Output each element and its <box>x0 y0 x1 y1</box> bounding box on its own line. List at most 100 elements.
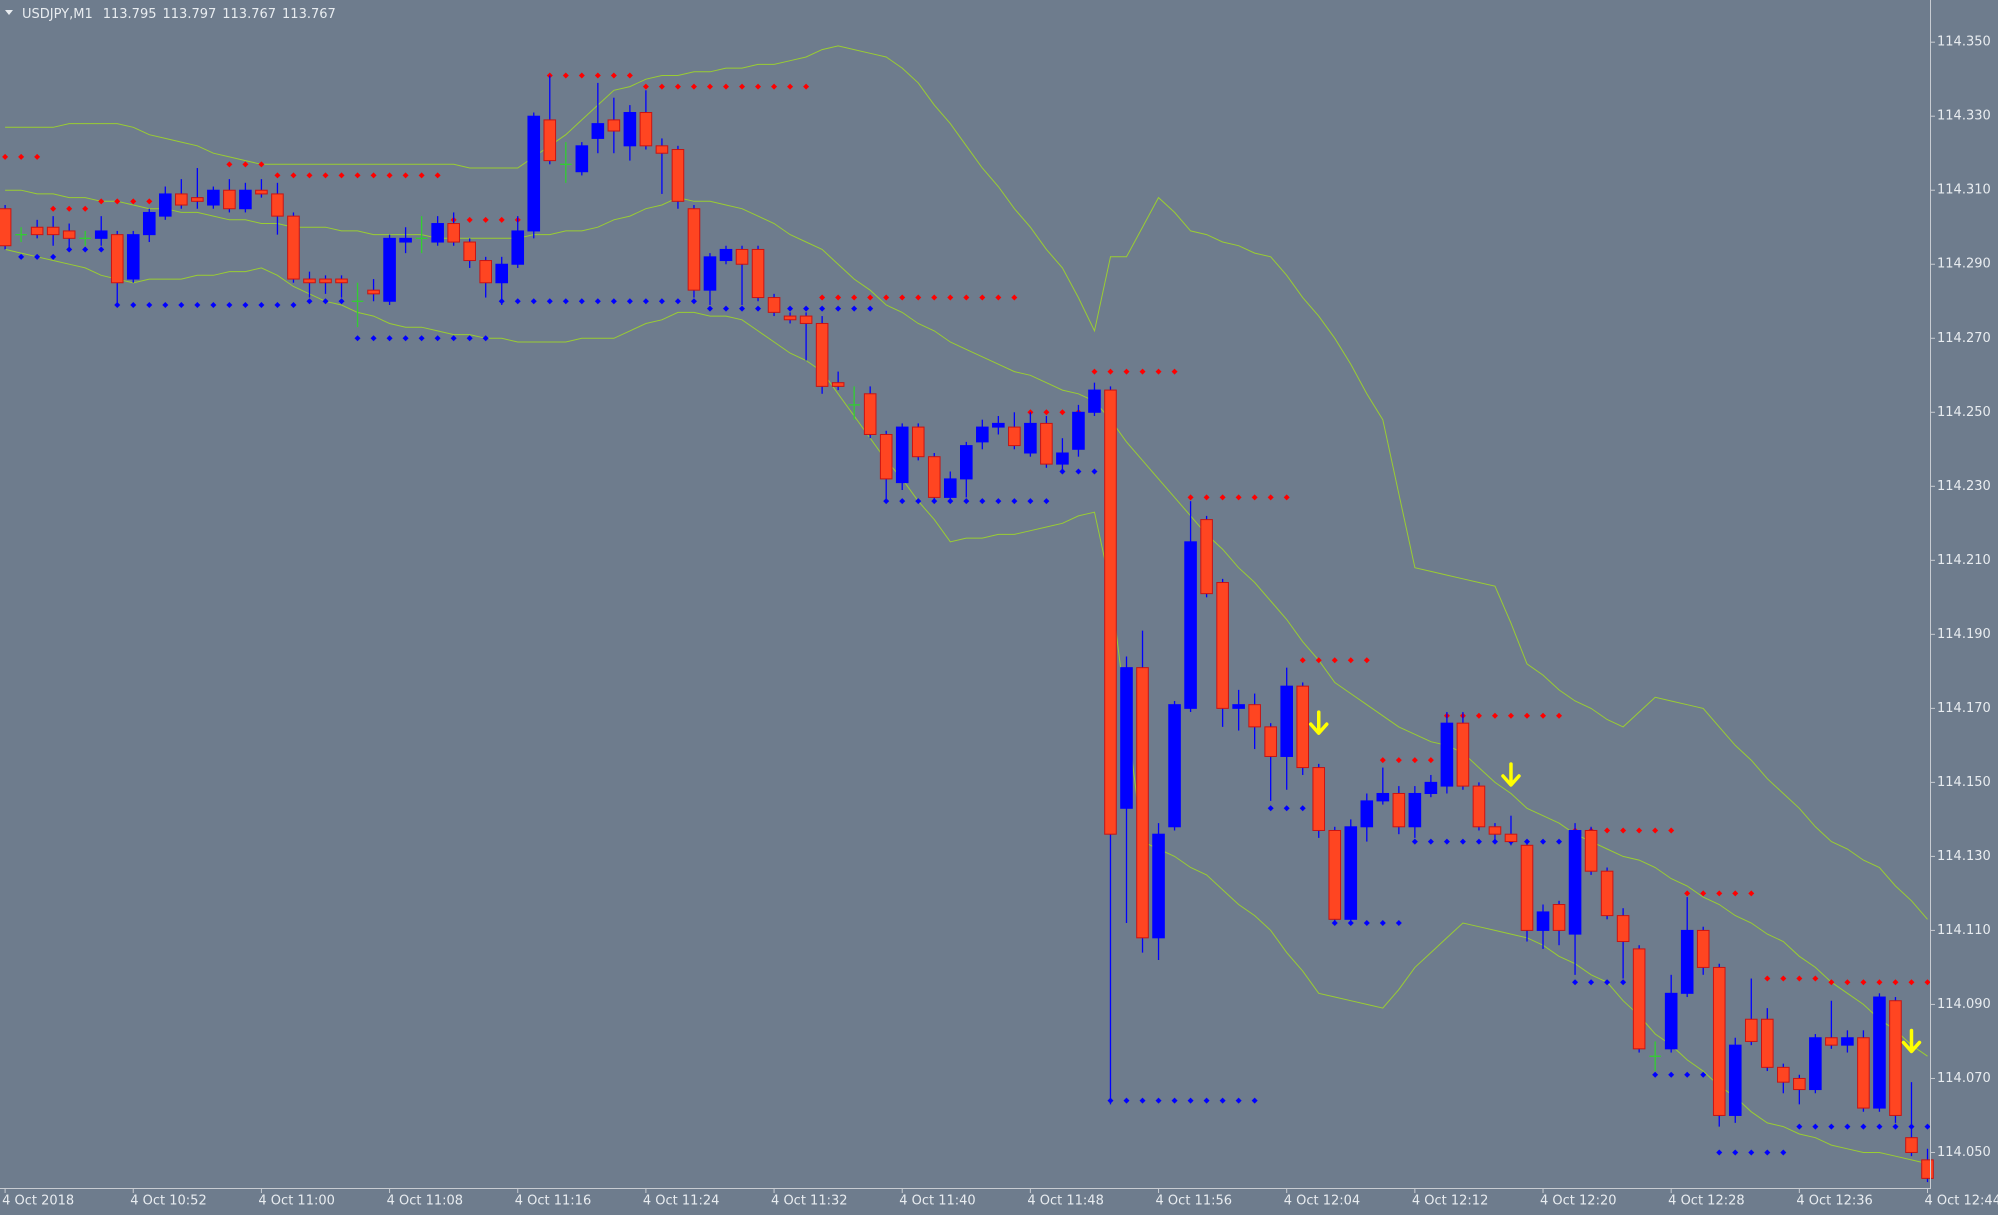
candle-body-up <box>399 237 412 243</box>
support-dot <box>963 498 970 505</box>
candle-body-up <box>94 230 108 239</box>
resistance-dot <box>915 294 922 301</box>
candle-body-up <box>1072 411 1085 450</box>
resistance-dot <box>1363 657 1370 664</box>
candle-body-up <box>976 426 989 443</box>
resistance-dot <box>290 172 297 179</box>
support-dot <box>995 498 1002 505</box>
resistance-dot <box>1828 979 1835 986</box>
candle-body-down <box>447 223 460 243</box>
resistance-dot <box>66 205 73 212</box>
y-tick-label: 114.270 <box>1937 331 1991 346</box>
candle-body-down <box>479 260 492 284</box>
candle-body-down <box>223 189 236 210</box>
resistance-dot <box>610 72 617 79</box>
candle-body-up <box>1873 996 1886 1109</box>
support-dot <box>434 335 441 342</box>
y-tick-label: 114.070 <box>1937 1071 1991 1086</box>
support-dot <box>1043 498 1050 505</box>
resistance-dot <box>1267 494 1274 501</box>
resistance-dot <box>1636 827 1643 834</box>
x-tick-label: 4 Oct 2018 <box>2 1194 74 1209</box>
resistance-dot <box>1507 712 1514 719</box>
resistance-dot <box>1155 368 1162 375</box>
resistance-dot <box>1219 494 1226 501</box>
resistance-dot <box>1203 494 1210 501</box>
x-tick-label: 4 Oct 12:20 <box>1540 1194 1616 1209</box>
resistance-dot <box>498 216 505 223</box>
candle-body-down <box>1921 1159 1934 1179</box>
candle-body-down <box>1312 767 1326 831</box>
candle-body-down <box>1857 1037 1870 1109</box>
resistance-dot <box>1844 979 1851 986</box>
candle-body-down <box>1328 829 1342 920</box>
candle-body-down <box>783 315 797 321</box>
resistance-dot <box>1107 368 1114 375</box>
support-dot <box>210 301 217 308</box>
support-dot <box>18 253 25 260</box>
support-dot <box>1860 1123 1867 1130</box>
support-dot <box>1700 1071 1707 1078</box>
candle-body-up <box>1664 992 1678 1050</box>
resistance-dot <box>1700 890 1707 897</box>
candle-body-down <box>110 234 124 284</box>
plot-area <box>0 45 1934 1183</box>
candle-body-up <box>1056 452 1069 465</box>
candle-body-down <box>1584 829 1598 872</box>
resistance-dot <box>1540 712 1547 719</box>
candle-body-down <box>1200 519 1213 595</box>
support-dot <box>466 335 473 342</box>
resistance-dot <box>899 294 906 301</box>
resistance-dot <box>370 172 377 179</box>
resistance-dot <box>1139 368 1146 375</box>
support-dot <box>1299 805 1306 812</box>
resistance-dot <box>803 83 810 90</box>
candle-body-up <box>1120 667 1133 809</box>
candle-body-down <box>799 315 813 324</box>
support-dot <box>1684 1071 1691 1078</box>
support-dot <box>1892 1123 1899 1130</box>
resistance-dot <box>723 83 729 90</box>
resistance-dot <box>338 172 345 179</box>
resistance-dot <box>50 205 57 212</box>
y-tick-label: 114.330 <box>1937 109 1991 124</box>
support-dot <box>803 305 810 312</box>
candle-body-up <box>575 145 589 173</box>
resistance-dot <box>1491 712 1498 719</box>
resistance-dot <box>771 83 778 90</box>
resistance-dot <box>1812 975 1819 982</box>
resistance-dot <box>1331 657 1338 664</box>
signal-arrow <box>1501 762 1521 787</box>
resistance-dot <box>1892 979 1899 986</box>
y-tick-label: 114.190 <box>1937 627 1991 642</box>
resistance-dot <box>1315 657 1322 664</box>
candle-body-up <box>1440 722 1454 787</box>
resistance-dot <box>883 294 890 301</box>
support-dot <box>1540 838 1547 845</box>
resistance-dot <box>642 83 649 90</box>
resistance-dot <box>674 83 681 90</box>
candle-body-down <box>271 193 284 217</box>
candle-body-down <box>1456 722 1470 787</box>
candle-body-down <box>1793 1077 1806 1091</box>
support-dot <box>578 298 585 305</box>
x-tick-label: 4 Oct 11:56 <box>1156 1194 1232 1209</box>
info-value: 113.767 <box>222 7 276 22</box>
x-tick-label: 4 Oct 10:52 <box>130 1194 206 1209</box>
candle-body-down <box>1248 704 1261 728</box>
candle-body-up <box>1024 422 1037 454</box>
menu-triangle[interactable] <box>5 10 13 15</box>
signal-arrow <box>1901 1028 1922 1054</box>
candle-body-down <box>30 226 44 236</box>
candle-body-down <box>303 278 316 284</box>
support-dot <box>50 253 57 260</box>
resistance-dot <box>626 72 633 79</box>
y-tick-label: 114.290 <box>1937 257 1991 272</box>
candle-body-down <box>1104 389 1117 835</box>
support-dot <box>1011 498 1018 505</box>
resistance-dot <box>1732 890 1739 897</box>
support-dot <box>386 335 393 342</box>
candle-body-down <box>543 119 557 162</box>
resistance-dot <box>931 294 938 301</box>
